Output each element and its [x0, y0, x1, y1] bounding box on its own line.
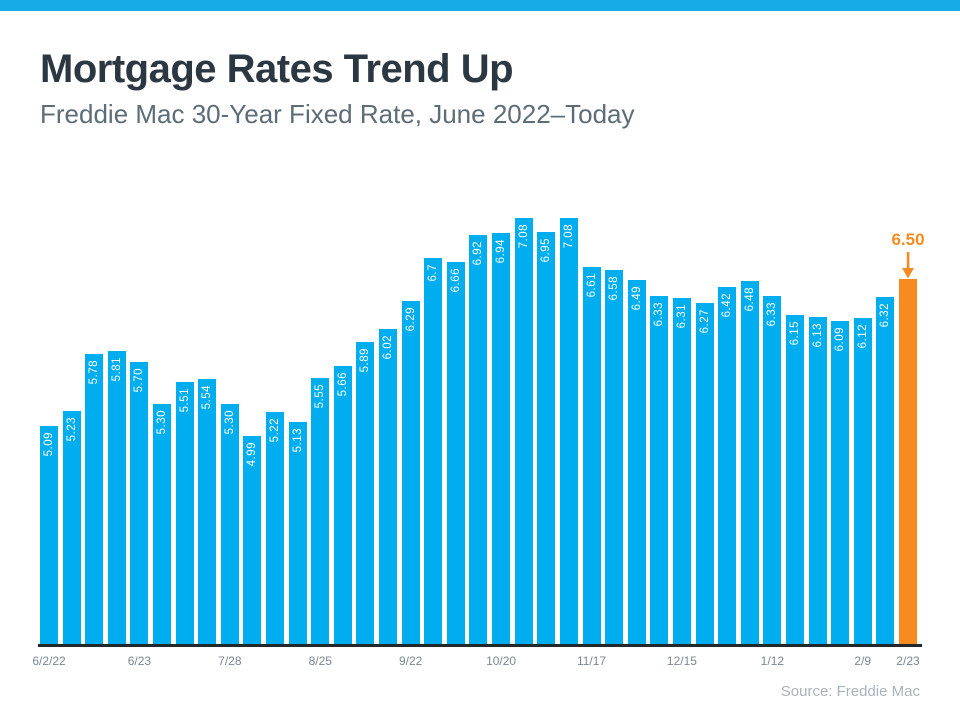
- bar: 6.33: [763, 296, 782, 644]
- bar: 6.48: [740, 280, 759, 644]
- page-subtitle: Freddie Mac 30-Year Fixed Rate, June 202…: [40, 99, 635, 129]
- x-tick-label: 11/17: [576, 654, 607, 668]
- bar: 6.49: [627, 279, 646, 644]
- bar-value-label: 5.89: [359, 348, 372, 373]
- bar-value-label: 6.12: [856, 324, 869, 349]
- bar: 5.78: [85, 353, 104, 644]
- bar: 6.66: [446, 261, 465, 644]
- bar-value-label: 5.22: [269, 418, 282, 443]
- bar-value-label: 5.70: [133, 368, 146, 393]
- bar-value-label: 6.61: [585, 273, 598, 298]
- bar: 5.54: [198, 378, 217, 644]
- bar: 5.23: [62, 411, 81, 644]
- bar-value-label: 6.09: [834, 327, 847, 352]
- bar: 5.51: [175, 381, 194, 644]
- bar-value-label: 5.55: [314, 383, 327, 409]
- bar-value-label: 5.78: [88, 359, 101, 385]
- bar-value-label: 6.48: [743, 286, 756, 312]
- bar: 5.22: [266, 412, 285, 644]
- bar: 6.92: [469, 234, 488, 644]
- x-tick-label: 6/23: [127, 654, 152, 668]
- bar-value-label: 6.13: [811, 323, 824, 348]
- bar: 6.12: [853, 318, 872, 644]
- bar-value-label: 5.30: [223, 409, 236, 435]
- source-note: Source: Freddie Mac: [780, 683, 920, 700]
- bar: 6.32: [876, 297, 895, 644]
- bar-value-label: 6.02: [382, 334, 395, 360]
- bar: 5.66: [333, 366, 352, 644]
- bar-value-label: 5.54: [201, 384, 214, 410]
- bar: 6.27: [695, 302, 714, 644]
- bar-value-label: 6.27: [698, 308, 711, 333]
- page-title: Mortgage Rates Trend Up: [40, 47, 514, 91]
- x-tick-label: 2/23: [896, 654, 920, 668]
- bar: 5.30: [153, 403, 172, 644]
- bar: 6.95: [537, 231, 556, 644]
- bar: 6.33: [650, 296, 669, 644]
- x-tick-label: 2/9: [854, 654, 872, 668]
- bar: 5.13: [288, 421, 307, 644]
- bar: 5.70: [130, 362, 149, 644]
- bar-value-label: 6.92: [472, 240, 485, 266]
- bar: 6.58: [605, 270, 624, 644]
- bar-value-label: 6.33: [653, 302, 666, 327]
- bar: 5.09: [40, 425, 58, 644]
- bar-value-label: 6.94: [495, 238, 508, 264]
- bar-value-label: 6.15: [788, 321, 801, 346]
- bar: 4.99: [243, 436, 262, 644]
- bar: 6.7: [424, 257, 443, 644]
- bar-value-label: 7.08: [517, 224, 530, 249]
- x-tick-label: 9/22: [398, 654, 423, 668]
- x-axis-line: [38, 644, 922, 647]
- bar: 7.08: [559, 218, 578, 644]
- x-tick-label: 7/28: [218, 654, 242, 668]
- bar-value-label: 6.29: [404, 306, 417, 331]
- bar-value-label: 5.81: [110, 356, 123, 382]
- bar-value-label: 6.7: [427, 263, 440, 282]
- bar: 6.15: [785, 315, 804, 644]
- arrow-down-icon: [901, 252, 914, 279]
- bar-value-label: 5.09: [43, 431, 55, 457]
- bar: 7.08: [514, 218, 533, 644]
- x-tick-label: 10/20: [486, 654, 517, 668]
- bar: [898, 278, 917, 644]
- bar-value-label: 6.49: [630, 285, 643, 311]
- bar-value-label: 5.23: [65, 417, 78, 442]
- bar: 5.30: [220, 403, 239, 644]
- highlight-value-label: 6.50: [891, 230, 925, 249]
- bar-value-label: 6.33: [766, 302, 779, 327]
- x-tick-label: 6/2/22: [32, 654, 66, 668]
- bar-value-label: 6.42: [721, 292, 734, 318]
- bar: 6.61: [582, 267, 601, 644]
- bar-value-label: 6.58: [608, 276, 621, 301]
- bar: 5.81: [107, 350, 126, 644]
- bar-value-label: 6.32: [879, 303, 892, 328]
- bar: 6.09: [831, 321, 850, 644]
- bar: 6.94: [492, 232, 511, 644]
- bar-value-label: 5.66: [336, 372, 349, 397]
- bar: 6.31: [672, 298, 691, 644]
- bar-value-label: 4.99: [246, 442, 259, 467]
- bar: 6.13: [808, 317, 827, 644]
- x-tick-label: 12/15: [666, 654, 697, 668]
- bar-value-label: 5.51: [178, 387, 191, 413]
- bar-value-label: 6.31: [675, 304, 688, 329]
- bar: 6.29: [401, 300, 420, 644]
- top-accent-bar: [0, 0, 960, 11]
- bar: 6.02: [379, 328, 398, 644]
- bar-value-label: 5.30: [156, 409, 169, 435]
- x-tick-label: 1/12: [760, 654, 785, 668]
- bar: 5.89: [356, 342, 375, 644]
- bar: 6.42: [718, 286, 737, 644]
- bar-value-label: 5.13: [291, 427, 304, 453]
- x-tick-label: 8/25: [308, 654, 332, 668]
- bar-value-label: 7.08: [562, 224, 575, 249]
- bar-value-label: 6.95: [540, 237, 553, 262]
- bar-value-label: 6.66: [449, 267, 462, 293]
- bar: 5.55: [311, 377, 330, 644]
